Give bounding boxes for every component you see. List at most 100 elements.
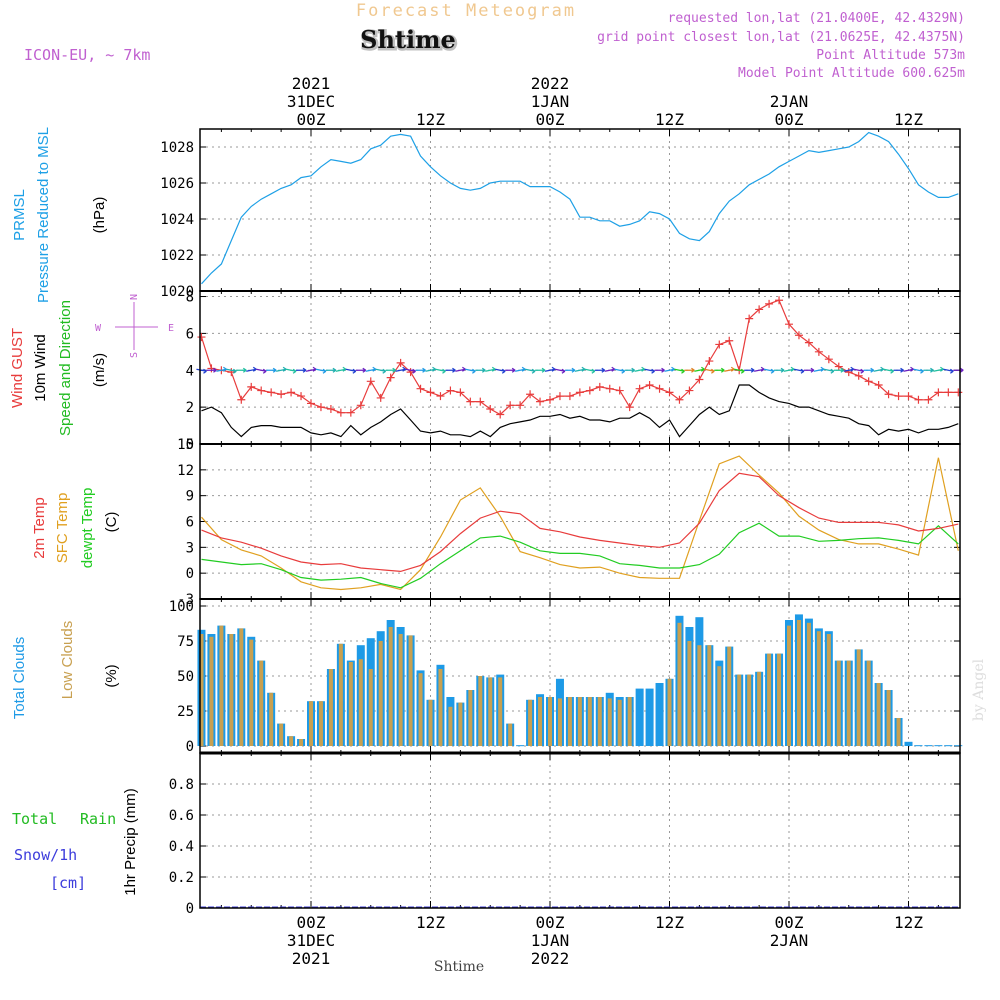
wind-direction-arrow xyxy=(684,367,695,373)
y-tick-label: 0 xyxy=(186,437,194,453)
y-tick-label: 12 xyxy=(177,463,194,479)
low-clouds-bar xyxy=(418,673,423,746)
low-clouds-bar xyxy=(508,723,513,746)
precip-total-label: Total xyxy=(12,810,57,828)
low-clouds-bar xyxy=(866,660,871,746)
wind-direction-arrow xyxy=(495,368,506,374)
wind-direction-arrow xyxy=(843,366,855,372)
low-clouds-bar xyxy=(796,620,801,746)
meteogram-title: Forecast Meteogram xyxy=(356,1,576,21)
wind-gust-point xyxy=(466,397,475,406)
low-clouds-bar xyxy=(667,678,672,746)
wind-direction-arrow xyxy=(863,367,875,373)
low-clouds-bar xyxy=(478,676,483,746)
wind-gust-point xyxy=(197,333,206,342)
wind-direction-arrow xyxy=(266,367,277,373)
pressure-label-msl: Pressure Reduced to MSL xyxy=(35,127,52,303)
wind-direction-arrow xyxy=(624,367,636,373)
wind-direction-arrow xyxy=(285,368,297,374)
low-clouds-bar xyxy=(338,643,343,746)
wind-gust-point xyxy=(396,358,405,367)
top-axis-label: 2021 xyxy=(292,74,331,93)
y-tick-label: 1022 xyxy=(160,248,194,264)
bottom-axis-label: 2JAN xyxy=(770,931,809,950)
wind-direction-arrow xyxy=(405,368,416,374)
wind-direction-arrow xyxy=(216,366,227,372)
low-clouds-bar xyxy=(856,649,861,746)
y-tick-label: 1024 xyxy=(160,212,194,228)
y-tick-label: 0 xyxy=(186,901,194,917)
wind-gust-point xyxy=(366,377,375,386)
low-clouds-bar xyxy=(607,698,612,746)
wind-direction-arrow xyxy=(734,368,745,374)
top-axis-label: 1JAN xyxy=(531,92,570,111)
total-clouds-label: Total Clouds xyxy=(11,637,28,720)
top-axis-label: 00Z xyxy=(775,110,804,129)
wind-direction-arrow xyxy=(774,367,785,373)
wind-direction-arrow xyxy=(883,368,894,374)
wind-direction-arrow xyxy=(415,367,426,373)
wind-direction-arrow xyxy=(226,368,237,374)
y-tick-label: 25 xyxy=(177,704,194,720)
wind-direction-arrow xyxy=(505,367,516,373)
bottom-axis-label: 2022 xyxy=(531,949,570,968)
compass-west: W xyxy=(95,323,102,334)
low-clouds-bar xyxy=(677,622,682,746)
wind-direction-arrow xyxy=(923,367,934,373)
clouds-panel: Total Clouds Low Clouds (%) 0 25 50 75 100 xyxy=(11,598,963,755)
low-clouds-bar xyxy=(587,697,592,746)
wind-direction-arrow xyxy=(485,366,496,372)
panel-border xyxy=(199,128,961,292)
wind-direction-arrow xyxy=(694,366,705,372)
wind-gust-point xyxy=(765,299,774,308)
footer-station: Shtime xyxy=(434,959,484,975)
temp-unit: (C) xyxy=(103,512,120,533)
wind-gust-point xyxy=(516,401,525,410)
wind-direction-arrow xyxy=(275,366,287,372)
wind-direction-arrow xyxy=(395,366,406,372)
temp-dewpt-label: dewpt Temp xyxy=(79,488,96,569)
wind-direction-arrow xyxy=(246,366,257,372)
wind-gust-point xyxy=(307,399,315,408)
wind-direction-arrow xyxy=(564,367,576,373)
low-clouds-bar xyxy=(836,660,841,746)
wind-gust-point xyxy=(546,395,554,404)
wind-gust-point xyxy=(456,388,465,397)
wind-direction-arrow xyxy=(425,366,436,372)
wind-direction-arrow xyxy=(475,367,486,373)
wind-direction-arrow xyxy=(465,368,476,374)
point-altitude: Point Altitude 573m xyxy=(816,48,965,63)
wind-gust-point xyxy=(476,397,485,406)
low-clouds-bar xyxy=(249,639,254,746)
wind-gust-point xyxy=(685,386,694,395)
top-axis-label: 12Z xyxy=(894,110,923,129)
low-clouds-label: Low Clouds xyxy=(59,621,76,699)
low-clouds-bar xyxy=(309,701,313,746)
low-clouds-bar xyxy=(388,627,393,746)
bottom-axis-label: 00Z xyxy=(536,913,565,932)
wind-gust-point xyxy=(695,375,704,384)
wind-gust-point xyxy=(655,384,664,393)
wind-gust-point xyxy=(715,340,724,349)
wind-direction-arrow xyxy=(365,366,377,372)
wind-gust-point xyxy=(824,355,833,364)
wind-direction-arrow xyxy=(514,366,526,372)
low-clouds-bar xyxy=(209,636,214,746)
clouds-unit: (%) xyxy=(103,664,120,687)
wind-gust-point xyxy=(804,338,813,347)
low-clouds-bar xyxy=(358,659,363,746)
total-clouds-bar xyxy=(934,745,943,747)
low-clouds-bar xyxy=(787,625,791,746)
wind-direction-arrow xyxy=(544,366,556,372)
total-clouds-bar xyxy=(655,683,664,746)
low-clouds-bar xyxy=(438,669,443,746)
compass-south: S xyxy=(129,352,140,358)
y-tick-label: 8 xyxy=(186,290,194,306)
wind-gust-line xyxy=(200,299,959,416)
low-clouds-bar xyxy=(458,702,463,746)
total-clouds-bar xyxy=(904,741,913,746)
wind-gust-point xyxy=(267,388,276,397)
pressure-unit: (hPa) xyxy=(91,197,108,234)
low-clouds-bar xyxy=(577,697,582,746)
y-tick-label: 1028 xyxy=(160,140,194,156)
